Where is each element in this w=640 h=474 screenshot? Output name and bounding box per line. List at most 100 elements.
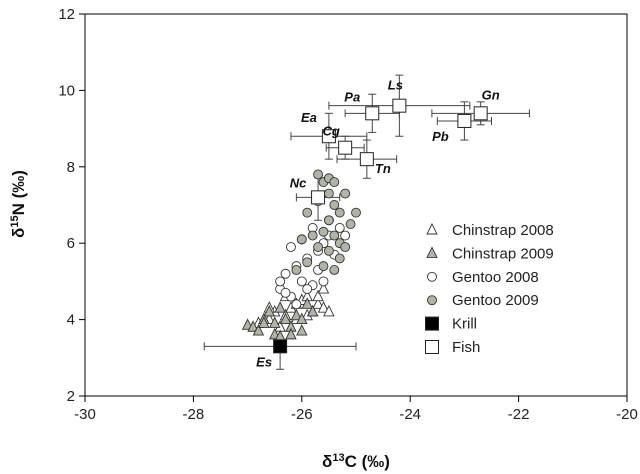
chinstrap-2009-point: [296, 312, 308, 325]
y-tick-label: 10: [58, 82, 75, 99]
chinstrap-2009-point: [301, 297, 313, 309]
legend-label-krill: Krill: [452, 316, 477, 333]
gentoo-2009-point: [340, 242, 351, 252]
gentoo-2008-point: [286, 242, 296, 252]
prey-error-bars: [203, 74, 530, 370]
gentoo-2008-point: [340, 230, 351, 241]
gentoo-2009-point: [307, 230, 318, 241]
prey-label-pb: Pb: [432, 129, 449, 144]
legend-marker-chinstrap-2009: [426, 246, 438, 258]
x-axis-title-suffix: C (‰): [345, 452, 390, 471]
fish-point: [473, 106, 488, 121]
y-tick-label: 6: [67, 235, 75, 252]
x-tick-label: -22: [508, 406, 530, 423]
gentoo-2008-point: [302, 284, 313, 294]
chinstrap-2009-point: [252, 324, 265, 336]
gentoo-2009-point: [302, 207, 313, 218]
gentoo-2008-point: [280, 287, 291, 298]
legend-marker-fish: [425, 340, 439, 354]
y-axis-title-prefix: δ: [9, 228, 28, 238]
x-axis-title-sup: 13: [332, 452, 344, 464]
penguin-data-points: [241, 169, 361, 342]
chinstrap-2009-point: [247, 320, 259, 332]
y-tick-label: 8: [67, 159, 75, 176]
chinstrap-2008-point: [312, 297, 324, 309]
gentoo-2009-point: [329, 177, 340, 188]
prey-label-nc: Nc: [290, 175, 307, 190]
legend-marker-gentoo-2008: [427, 271, 437, 282]
fish-point: [359, 152, 374, 167]
fish-point: [392, 98, 407, 113]
chinstrap-2009-point: [279, 312, 292, 325]
x-tick-label: -26: [291, 406, 313, 423]
fish-point: [365, 106, 380, 121]
prey-label-tn: Tn: [375, 161, 391, 176]
plot-area: [84, 13, 628, 397]
gentoo-2009-point: [296, 234, 307, 245]
prey-label-gn: Gn: [482, 87, 500, 102]
gentoo-2008-point: [296, 276, 307, 287]
x-tick-label: -24: [399, 406, 421, 423]
prey-labels: Es Nc Ea Cg Tn Pa Ls Pb Gn: [256, 78, 500, 370]
chinstrap-2009-point: [285, 327, 297, 340]
chinstrap-2009-point: [268, 316, 281, 328]
gentoo-2009-point: [334, 207, 345, 218]
gentoo-2009-point: [302, 257, 313, 268]
prey-label-ea: Ea: [301, 110, 317, 125]
chinstrap-2008-point: [323, 304, 335, 317]
legend-label-fish: Fish: [452, 339, 480, 356]
prey-label-pa: Pa: [344, 89, 360, 104]
gentoo-2009-point: [340, 188, 351, 199]
prey-label-es: Es: [256, 354, 272, 369]
y-axis-title-sup: 15: [9, 215, 21, 227]
legend-label-gentoo-2009: Gentoo 2009: [452, 292, 539, 309]
gentoo-2008-point: [291, 299, 302, 310]
prey-label-cg: Cg: [322, 124, 339, 139]
y-axis-title-suffix: N (‰): [9, 170, 28, 215]
y-tick-label: 4: [67, 312, 75, 329]
gentoo-2008-point: [318, 276, 329, 287]
gentoo-2009-point: [323, 188, 334, 199]
plot-frame: [84, 13, 628, 397]
legend: Chinstrap 2008 Chinstrap 2009 Gentoo 2008 G…: [425, 222, 554, 356]
gentoo-2009-point: [345, 219, 356, 230]
prey-label-ls: Ls: [388, 78, 403, 93]
y-tick-label: 2: [67, 388, 75, 405]
legend-marker-krill: [425, 316, 439, 331]
chinstrap-2008-point: [317, 282, 330, 294]
krill-point: [273, 339, 288, 354]
x-axis-title: δ13C (‰): [322, 452, 390, 471]
y-axis-title: δ15N (‰): [9, 170, 28, 238]
gentoo-2009-point: [329, 230, 340, 241]
fish-point: [321, 129, 336, 144]
gentoo-2008-point: [275, 276, 286, 287]
gentoo-2009-point: [351, 207, 361, 218]
fish-point: [338, 140, 353, 155]
gentoo-2009-point: [323, 245, 334, 256]
legend-marker-chinstrap-2008: [426, 222, 438, 235]
chinstrap-2009-point: [290, 308, 303, 321]
chinstrap-2009-point: [263, 304, 276, 317]
prey-data-points: [273, 98, 488, 354]
gentoo-2009-point: [323, 215, 334, 226]
gentoo-2009-point: [318, 226, 329, 237]
gentoo-2009-point: [318, 261, 329, 272]
chinstrap-2009-point: [296, 324, 308, 336]
x-tick-label: -20: [616, 406, 638, 423]
fish-point: [457, 113, 472, 128]
gentoo-2009-point: [291, 264, 302, 275]
gentoo-2008-point: [280, 268, 291, 279]
legend-label-chinstrap-2009: Chinstrap 2009: [452, 245, 554, 262]
legend-marker-gentoo-2009: [427, 295, 437, 306]
chinstrap-2008-point: [312, 289, 324, 302]
gentoo-2008-point: [334, 222, 345, 233]
fish-point: [311, 190, 326, 205]
gentoo-2009-point: [334, 253, 345, 264]
legend-label-chinstrap-2008: Chinstrap 2008: [452, 222, 554, 239]
x-tick-label: -30: [74, 406, 96, 423]
axes: -30 -28 -26 -24 -22 -20 2 4 6 8 10 12: [58, 6, 638, 423]
chinstrap-2009-point: [274, 301, 286, 313]
x-tick-label: -28: [183, 406, 205, 423]
